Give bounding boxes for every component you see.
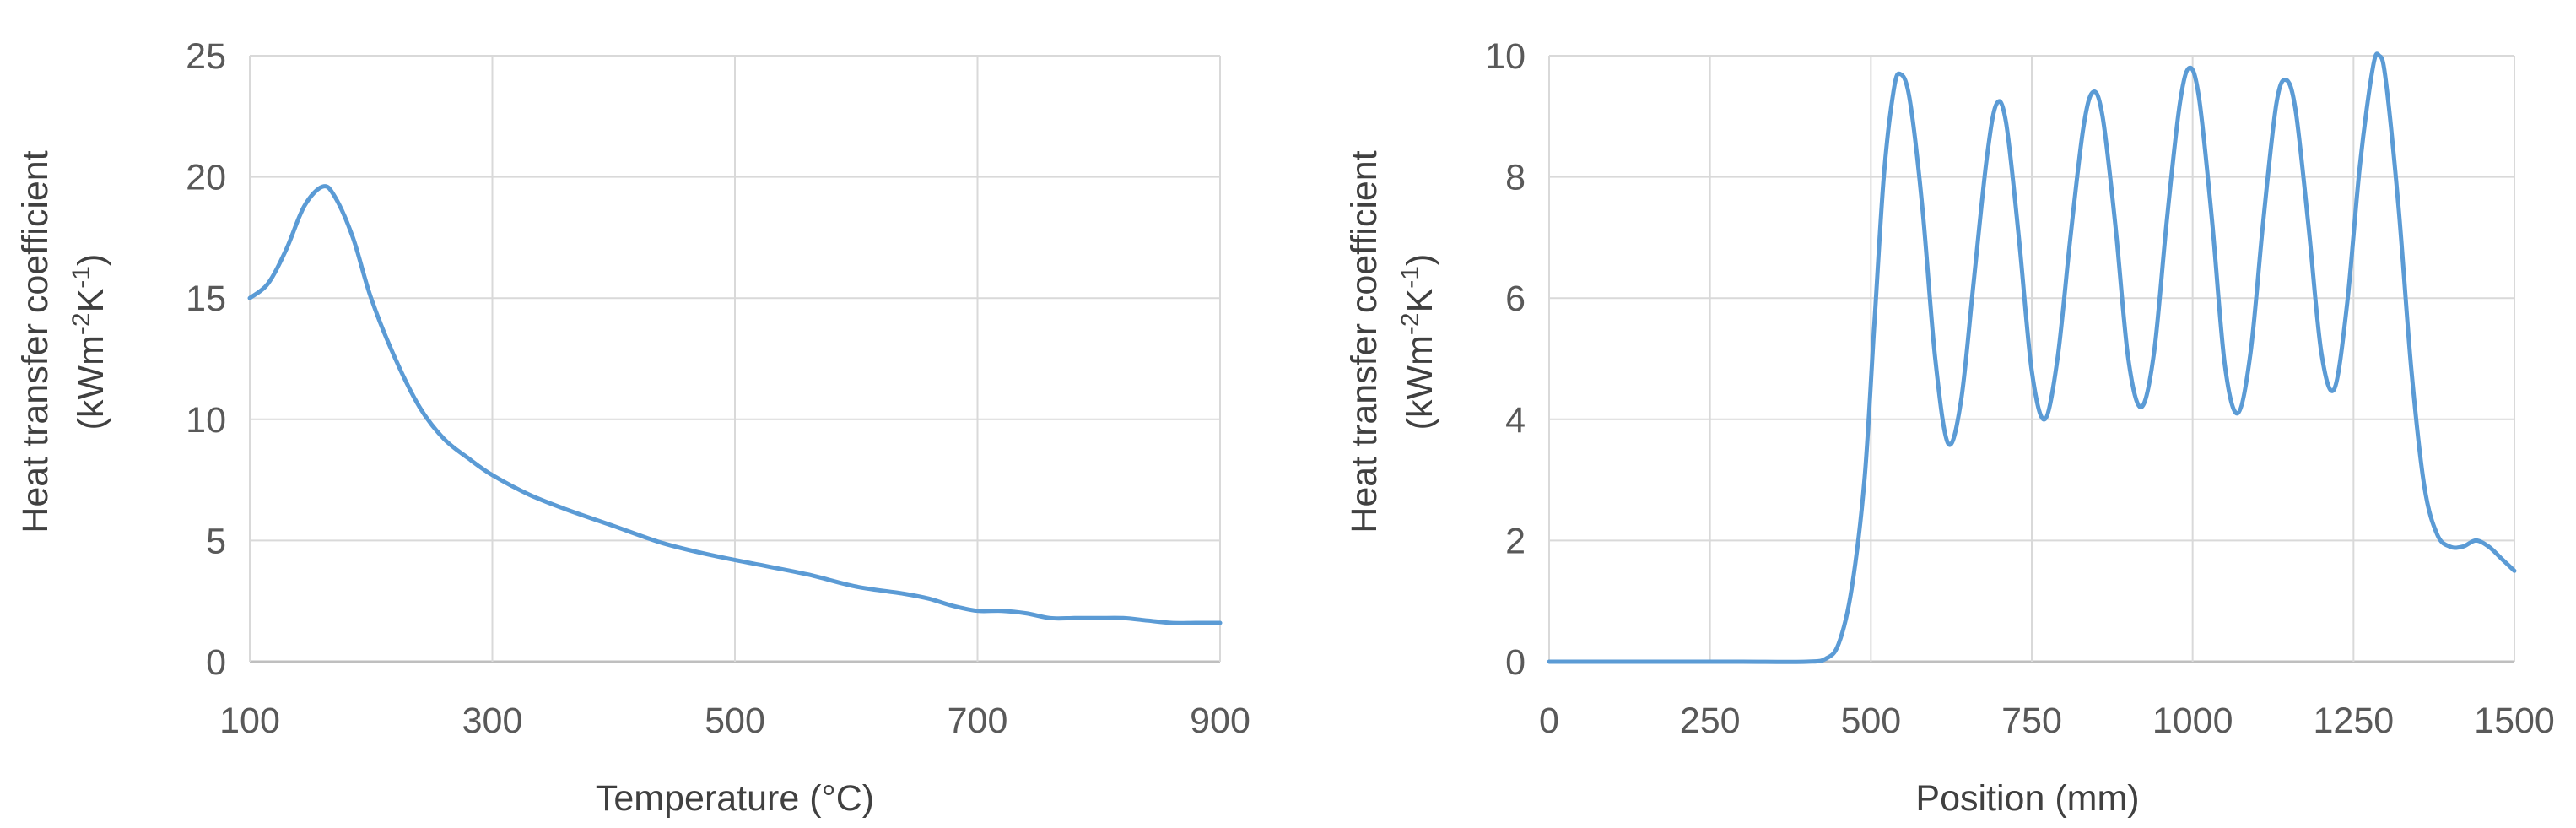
chart-position-y-ticks: 0 2 4 6 8 10 bbox=[1485, 36, 1526, 683]
y-tick-label: 2 bbox=[1505, 521, 1526, 561]
y-tick-label: 25 bbox=[186, 36, 226, 77]
x-tick-label: 900 bbox=[1190, 701, 1250, 741]
y-tick-label: 20 bbox=[186, 158, 226, 198]
y-tick-label: 6 bbox=[1505, 279, 1526, 319]
chart-position-grid bbox=[1548, 55, 2515, 663]
x-tick-label: 500 bbox=[705, 701, 765, 741]
chart-temperature-x-ticks: 100 300 500 700 900 bbox=[219, 701, 1250, 741]
chart-position: 0 250 500 750 1000 1250 1500 0 2 4 6 8 10 Position … bbox=[1344, 36, 2555, 819]
y-label-line1: Heat transfer coefficient bbox=[1344, 150, 1385, 533]
x-tick-label: 300 bbox=[462, 701, 523, 741]
chart-position-series-line bbox=[1547, 51, 2517, 664]
chart-position-x-ticks: 0 250 500 750 1000 1250 1500 bbox=[1539, 701, 2555, 741]
chart-temperature-x-axis-label: Temperature (°C) bbox=[596, 778, 874, 819]
chart-temperature-series-line bbox=[247, 184, 1223, 625]
chart-temperature-y-ticks: 0 5 10 15 20 25 bbox=[186, 36, 226, 683]
x-tick-label: 1000 bbox=[2152, 701, 2233, 741]
x-tick-label: 100 bbox=[219, 701, 280, 741]
x-tick-label: 0 bbox=[1539, 701, 1559, 741]
chart-position-x-axis-label: Position (mm) bbox=[1915, 778, 2139, 819]
y-label-line2: (kWm-2K-1) bbox=[1396, 254, 1441, 430]
chart-temperature: 100 300 500 700 900 0 5 10 15 20 25 Temperature (… bbox=[15, 36, 1250, 819]
x-tick-label: 750 bbox=[2001, 701, 2062, 741]
y-tick-label: 8 bbox=[1505, 158, 1526, 198]
chart-temperature-y-axis-label: Heat transfer coefficient (kWm-2K-1) bbox=[15, 150, 111, 533]
y-label-line2: (kWm-2K-1) bbox=[68, 254, 112, 430]
y-tick-label: 0 bbox=[1505, 642, 1526, 683]
y-tick-label: 10 bbox=[186, 400, 226, 441]
x-tick-label: 250 bbox=[1680, 701, 1741, 741]
x-tick-label: 1250 bbox=[2313, 701, 2394, 741]
y-tick-label: 4 bbox=[1505, 400, 1526, 441]
y-tick-label: 10 bbox=[1485, 36, 1526, 77]
y-tick-label: 0 bbox=[206, 642, 226, 683]
y-label-line1: Heat transfer coefficient bbox=[15, 150, 56, 533]
chart-temperature-grid bbox=[249, 55, 1221, 663]
x-tick-label: 500 bbox=[1840, 701, 1901, 741]
x-tick-label: 700 bbox=[948, 701, 1008, 741]
x-tick-label: 1500 bbox=[2474, 701, 2555, 741]
y-tick-label: 5 bbox=[206, 521, 226, 561]
chart-position-y-axis-label: Heat transfer coefficient (kWm-2K-1) bbox=[1344, 150, 1440, 533]
y-tick-label: 15 bbox=[186, 279, 226, 319]
